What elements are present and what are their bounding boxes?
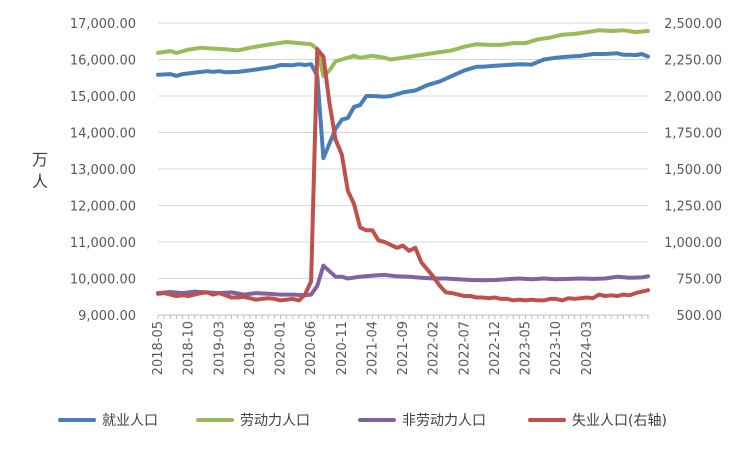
- left-tick-label: 13,000.00: [70, 163, 136, 178]
- x-tick-label: 2020-11: [335, 321, 350, 375]
- series-line-就业人口: [156, 51, 650, 161]
- series-line-失业人口-右轴: [156, 47, 650, 303]
- x-tick-label: 2021-09: [396, 321, 411, 375]
- x-axis-tick-labels: 2018-05 2018-10 2019-03 2019-08 2020-01 2020-…: [151, 321, 595, 375]
- right-tick-label: 1,250.00: [664, 200, 722, 215]
- right-tick-label: 1,500.00: [664, 163, 722, 178]
- x-tick-label: 2020-01: [274, 321, 289, 375]
- series-line-非劳动力人口: [156, 263, 650, 298]
- gridlines: [158, 22, 648, 279]
- x-tick-label: 2022-12: [488, 321, 503, 375]
- legend-label: 非劳动力人口: [402, 413, 486, 429]
- right-tick-label: 2,250.00: [664, 54, 722, 69]
- x-tick-label: 2023-05: [519, 321, 534, 375]
- left-tick-label: 15,000.00: [70, 90, 136, 105]
- x-tick-label: 2018-10: [182, 321, 197, 375]
- right-tick-label: 1,750.00: [664, 127, 722, 142]
- legend-label: 就业人口: [102, 413, 158, 429]
- left-tick-label: 16,000.00: [70, 54, 136, 69]
- x-tick-label: 2023-10: [549, 321, 564, 375]
- x-tick-label: 2020-06: [304, 321, 319, 375]
- x-tick-label: 2022-07: [457, 321, 472, 375]
- y-axis-label-char: 万: [32, 150, 48, 169]
- right-tick-label: 1,000.00: [664, 236, 722, 251]
- legend-label: 失业人口(右轴): [572, 413, 667, 429]
- legend-label: 劳动力人口: [240, 413, 310, 429]
- series-lines: [156, 28, 650, 303]
- x-tick-label: 2019-08: [243, 321, 258, 375]
- right-tick-label: 500.00: [677, 309, 723, 324]
- x-tick-label: 2022-02: [427, 321, 442, 375]
- right-tick-label: 2,000.00: [664, 90, 722, 105]
- left-tick-label: 11,000.00: [70, 236, 136, 251]
- left-tick-label: 10,000.00: [70, 273, 136, 288]
- y-axis-label-char: 人: [32, 172, 48, 191]
- y-axis-label: 万人: [32, 150, 48, 191]
- right-tick-label: 750.00: [677, 273, 723, 288]
- left-tick-label: 17,000.00: [70, 17, 136, 32]
- left-tick-label: 12,000.00: [70, 200, 136, 215]
- x-tick-label: 2019-03: [212, 321, 227, 375]
- series-line-劳动力人口: [156, 28, 650, 78]
- x-tick-label: 2021-04: [365, 321, 380, 375]
- legend: 就业人口 劳动力人口 非劳动力人口 失业人口(右轴): [58, 413, 667, 429]
- left-axis-tick-labels: 9,000.00 10,000.00 11,000.00 12,000.00 13,00…: [70, 17, 136, 324]
- left-tick-label: 14,000.00: [70, 127, 136, 142]
- right-axis-tick-labels: 500.00 750.00 1,000.00 1,250.00 1,500.00 1,75…: [664, 17, 722, 324]
- left-tick-label: 9,000.00: [78, 309, 136, 324]
- x-tick-label: 2018-05: [151, 321, 166, 375]
- right-tick-label: 2,500.00: [664, 17, 722, 32]
- x-axis: [157, 314, 649, 319]
- x-tick-label: 2024-03: [580, 321, 595, 375]
